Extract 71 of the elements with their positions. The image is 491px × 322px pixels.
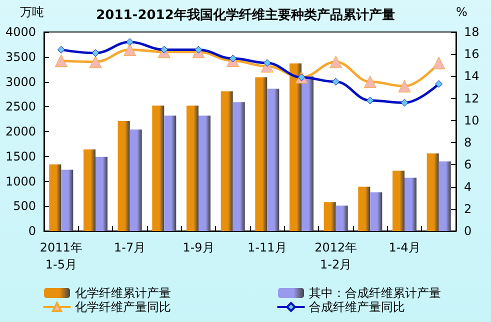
y2-tick-label: 0 — [464, 224, 472, 238]
bar — [302, 76, 314, 231]
point — [54, 54, 68, 67]
bar — [324, 202, 336, 231]
y-tick-label: 500 — [13, 199, 36, 214]
point — [400, 99, 408, 107]
y2-tick-label: 6 — [464, 158, 472, 172]
y2-tick-label: 14 — [464, 69, 480, 84]
point — [124, 43, 136, 56]
point — [92, 49, 100, 57]
bar — [426, 153, 439, 231]
bar — [232, 102, 245, 231]
x-tick-label: 2012年 1-2月 — [314, 240, 358, 272]
bar — [336, 206, 348, 231]
bar — [49, 164, 62, 231]
y2-tick-label: 16 — [464, 47, 480, 62]
x-tick-label: 2011年 1-5月 — [40, 240, 82, 272]
bar — [404, 178, 416, 231]
bar — [438, 161, 451, 231]
point — [263, 59, 271, 67]
y2-tick-label: 2 — [464, 202, 472, 216]
point — [330, 56, 342, 68]
x-tick-label: 1-7月 — [114, 240, 146, 254]
x-tick-label: 1-11月 — [248, 240, 287, 254]
bar — [118, 121, 130, 231]
bar — [198, 116, 210, 231]
point — [126, 38, 134, 46]
bar — [152, 106, 164, 231]
bar — [186, 106, 198, 231]
y2-tick-label: 10 — [464, 113, 480, 128]
point — [57, 46, 65, 54]
bar — [358, 186, 370, 231]
bar — [96, 156, 108, 231]
y2-axis-title: % — [456, 5, 468, 19]
point — [398, 80, 411, 92]
chart-title: 2011-2012年我国化学纤维主要种类产品累计产量 — [96, 7, 395, 23]
y-tick-label: 3000 — [5, 74, 36, 89]
y-tick-label: 2500 — [5, 100, 36, 114]
bar — [392, 170, 404, 231]
y-tick-label: 1500 — [5, 149, 36, 164]
y-tick-label: 1000 — [5, 174, 36, 188]
y2-tick-label: 12 — [464, 91, 480, 106]
y-tick-label: 3500 — [5, 50, 36, 64]
y2-tick-label: 8 — [464, 136, 472, 150]
y-tick-label: 4000 — [5, 25, 36, 39]
bar — [220, 91, 233, 231]
legend-label: 合成纤维产量同比 — [309, 300, 405, 314]
bar — [61, 170, 74, 231]
point — [332, 78, 340, 86]
point — [364, 76, 376, 88]
y2-tick-label: 18 — [464, 25, 480, 39]
point — [89, 56, 102, 68]
y-axis-title: 万吨 — [20, 5, 44, 19]
point — [432, 56, 446, 70]
bar — [130, 130, 142, 231]
bar — [164, 116, 176, 231]
x-tick-label: 1-9月 — [182, 240, 214, 254]
bar — [255, 77, 268, 231]
bar — [267, 88, 280, 231]
legend-label: 其中：合成纤维累计产量 — [309, 286, 441, 300]
point — [366, 96, 374, 104]
bar — [84, 149, 96, 231]
legend-label: 化学纤维累计产量 — [75, 286, 171, 300]
point — [435, 80, 443, 88]
bar — [290, 63, 302, 231]
y-tick-label: 2000 — [5, 124, 36, 138]
x-tick-label: 1-4月 — [388, 240, 420, 254]
legend-label: 化学纤维产量同比 — [75, 300, 171, 314]
y-tick-label: 0 — [28, 224, 36, 238]
y2-tick-label: 4 — [464, 180, 472, 194]
bar — [370, 192, 382, 231]
